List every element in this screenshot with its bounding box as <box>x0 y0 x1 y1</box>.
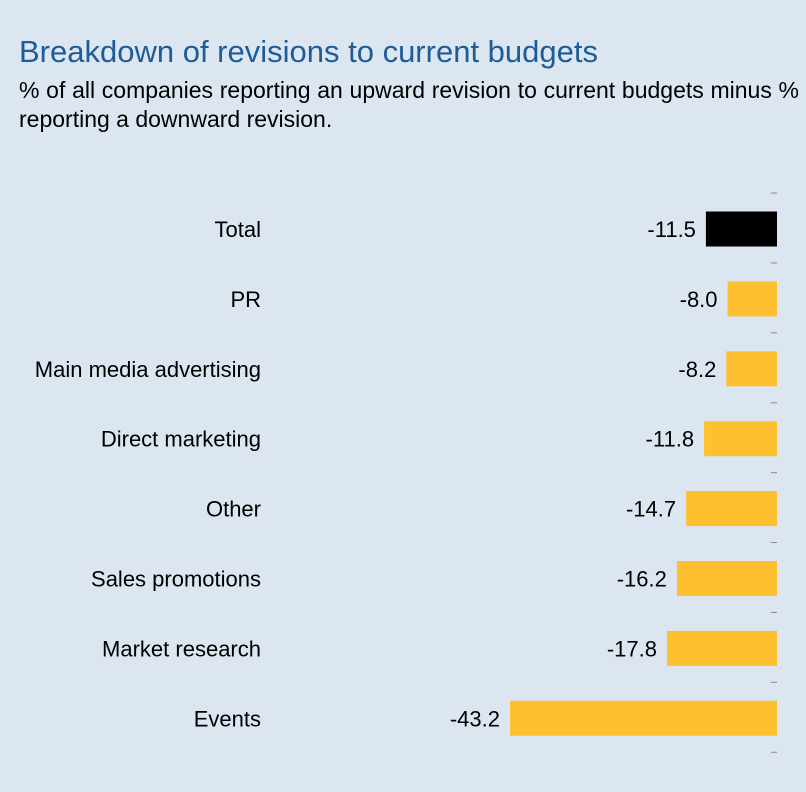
category-label: PR <box>230 287 261 312</box>
bar-pr <box>727 281 777 317</box>
bar-events <box>510 700 777 736</box>
value-label: -43.2 <box>450 706 500 731</box>
bar-market-research <box>666 630 777 666</box>
value-label: -16.2 <box>617 567 667 592</box>
bar-main-media-advertising <box>726 351 777 387</box>
category-label: Market research <box>102 636 261 661</box>
bar-sales-promotions <box>676 561 777 596</box>
value-label: -14.7 <box>626 497 676 522</box>
category-label: Total <box>215 217 261 242</box>
chart-title: Breakdown of revisions to current budget… <box>19 34 598 69</box>
category-label: Direct marketing <box>101 427 261 452</box>
value-label: -8.2 <box>678 357 716 382</box>
value-label: -8.0 <box>680 287 718 312</box>
value-label: -17.8 <box>607 636 657 661</box>
chart-subtitle: % of all companies reporting an upward r… <box>19 77 799 132</box>
value-label: -11.8 <box>646 427 695 452</box>
category-label: Main media advertising <box>35 357 261 382</box>
bar-other <box>686 491 777 527</box>
category-label: Sales promotions <box>91 567 261 592</box>
category-label: Events <box>194 706 261 731</box>
bar-total <box>705 211 777 247</box>
value-label: -11.5 <box>647 217 696 242</box>
bar-direct-marketing <box>704 421 777 457</box>
category-label: Other <box>206 497 261 522</box>
